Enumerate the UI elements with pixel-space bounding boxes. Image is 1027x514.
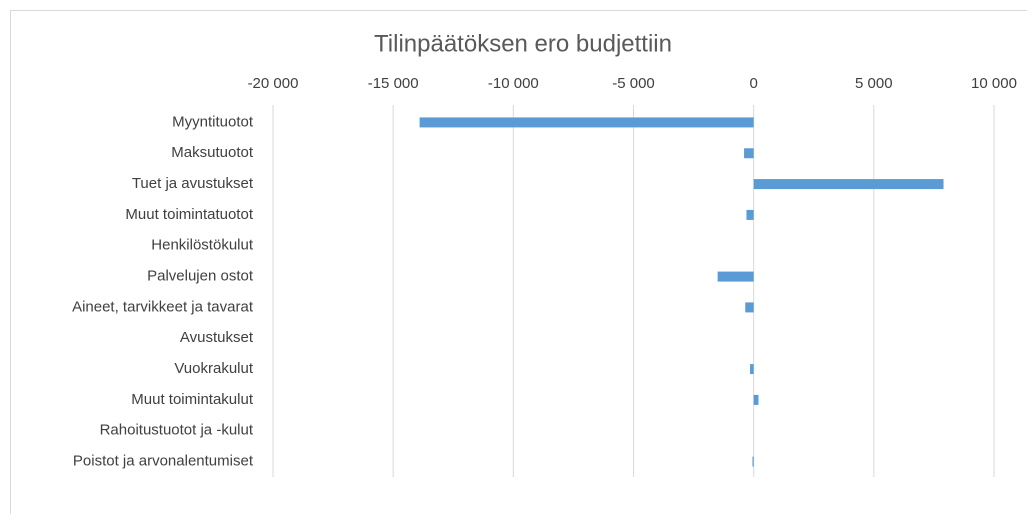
y-tick-label: Muut toimintakulut bbox=[131, 391, 254, 408]
y-tick-label: Henkilöstökulut bbox=[151, 237, 254, 254]
bar bbox=[745, 302, 754, 313]
bar bbox=[753, 179, 944, 190]
x-tick-label: -15 000 bbox=[368, 75, 419, 92]
y-tick-label: Aineet, tarvikkeet ja tavarat bbox=[72, 298, 254, 315]
bar bbox=[419, 117, 754, 128]
x-tick-label: -20 000 bbox=[248, 75, 299, 92]
y-tick-label: Avustukset bbox=[180, 329, 254, 346]
bar bbox=[753, 394, 759, 405]
chart-frame bbox=[10, 10, 1027, 514]
y-tick-label: Palvelujen ostot bbox=[147, 268, 254, 285]
y-tick-label: Maksutuotot bbox=[171, 144, 254, 161]
bar bbox=[744, 148, 754, 159]
y-tick-label: Poistot ja arvonalentumiset bbox=[73, 453, 254, 470]
x-tick-label: 10 000 bbox=[971, 75, 1017, 92]
x-tick-label: 5 000 bbox=[855, 75, 893, 92]
x-tick-label: 0 bbox=[749, 75, 757, 92]
y-tick-label: Tuet ja avustukset bbox=[132, 175, 254, 192]
chart-title: Tilinpäätöksen ero budjettiin bbox=[374, 30, 672, 57]
x-tick-label: -5 000 bbox=[612, 75, 655, 92]
bar bbox=[746, 209, 754, 220]
bar bbox=[717, 271, 754, 282]
y-tick-label: Vuokrakulut bbox=[174, 360, 253, 377]
bar bbox=[752, 456, 754, 467]
x-tick-label: -10 000 bbox=[488, 75, 539, 92]
y-tick-label: Rahoitustuotot ja -kulut bbox=[100, 422, 254, 439]
bar bbox=[750, 364, 754, 375]
y-tick-label: Myyntituotot bbox=[172, 113, 254, 130]
y-tick-label: Muut toimintatuotot bbox=[125, 206, 253, 223]
